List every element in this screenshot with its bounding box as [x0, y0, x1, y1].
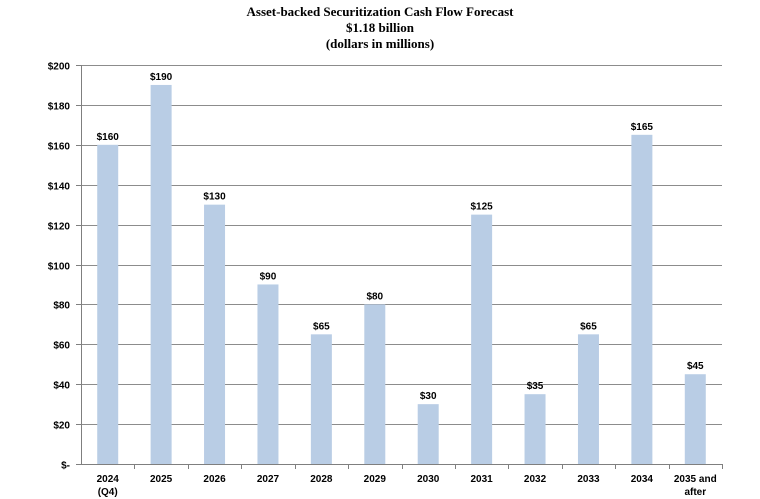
data-label: $165 [631, 122, 654, 133]
data-label: $125 [471, 202, 494, 213]
bar [417, 404, 439, 464]
x-tick-label: 2026 [203, 474, 226, 485]
data-label: $65 [580, 321, 597, 332]
bar [631, 134, 653, 464]
x-tick-label: 2031 [471, 474, 494, 485]
bar [577, 334, 599, 464]
data-label: $65 [313, 321, 330, 332]
data-label: $30 [420, 391, 437, 402]
bar [364, 304, 386, 464]
data-label: $90 [260, 271, 277, 282]
x-tick-label: 2030 [417, 474, 440, 485]
y-tick-label: $160 [48, 142, 71, 153]
y-tick-label: $40 [53, 381, 70, 392]
bar [204, 204, 226, 464]
x-tick-label: 2029 [364, 474, 387, 485]
y-tick-label: $60 [53, 341, 70, 352]
x-tick-label: 2025 [150, 474, 173, 485]
x-tick-label: 2034 [631, 474, 654, 485]
data-label: $160 [97, 132, 120, 143]
bar [684, 374, 706, 464]
data-label: $45 [687, 361, 704, 372]
x-tick-label: (Q4) [98, 487, 118, 498]
bar [97, 144, 119, 465]
chart-title-line-3: (dollars in millions) [325, 36, 435, 51]
x-tick-label: 2028 [310, 474, 333, 485]
y-tick-label: $180 [48, 102, 71, 113]
x-tick-label: 2032 [524, 474, 547, 485]
chart-title-line-2: $1.18 billion [346, 20, 414, 35]
x-tick-label: 2033 [577, 474, 600, 485]
chart-title-line-1: Asset-backed Securitization Cash Flow Fo… [246, 4, 514, 19]
x-tick-label: 2035 and [674, 474, 717, 485]
bar [257, 284, 279, 464]
y-tick-label: $20 [53, 421, 70, 432]
x-tick-label: 2024 [97, 474, 120, 485]
y-tick-label: $- [61, 461, 70, 472]
y-tick-label: $140 [48, 182, 71, 193]
x-tick-label: 2027 [257, 474, 280, 485]
y-tick-label: $120 [48, 222, 71, 233]
y-tick-label: $80 [53, 301, 70, 312]
bar [310, 334, 332, 464]
bar [150, 84, 172, 464]
y-tick-label: $100 [48, 262, 71, 273]
data-label: $80 [366, 291, 383, 302]
data-label: $35 [527, 381, 544, 392]
chart-title: Asset-backed Securitization Cash Flow Fo… [0, 4, 760, 52]
bar [471, 214, 493, 464]
y-tick-label: $200 [48, 62, 71, 73]
x-tick-label: after [684, 487, 706, 498]
data-label: $190 [150, 72, 173, 83]
data-label: $130 [203, 192, 226, 203]
bar [524, 394, 546, 464]
